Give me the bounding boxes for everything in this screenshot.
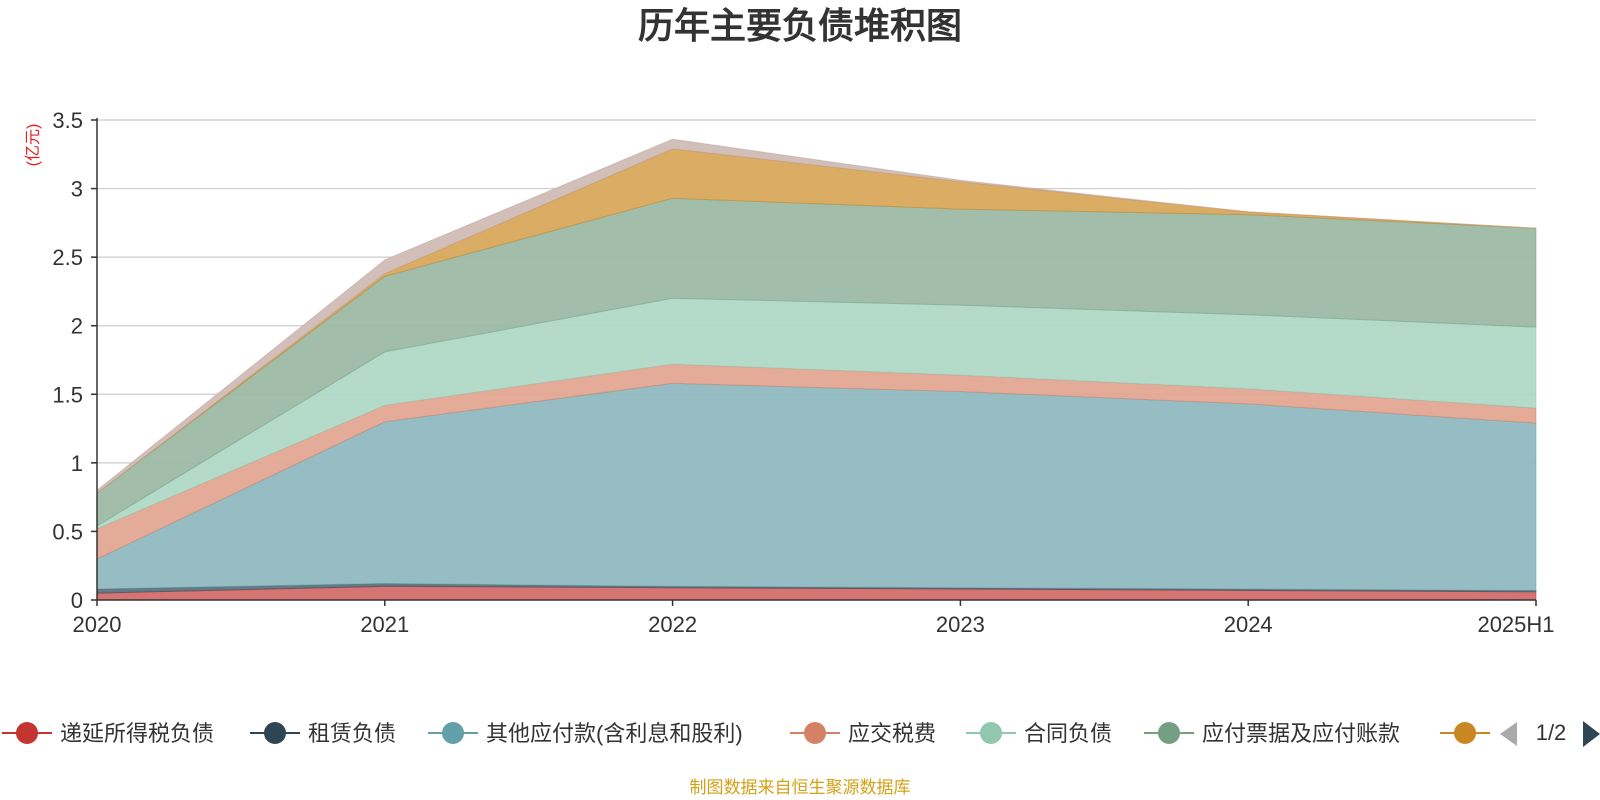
legend-page-indicator: 1/2 <box>1536 720 1567 745</box>
legend-marker <box>16 722 38 744</box>
x-tick-label: 2025H1 <box>1477 612 1554 637</box>
axes: 0 0.5 1 1.5 2 2.5 3 3.5 2020 2021 2022 2023 2024 2025… <box>52 108 1554 637</box>
data-source-note: 制图数据来自恒生聚源数据库 <box>690 778 911 797</box>
y-tick-label: 1.5 <box>52 382 83 407</box>
y-tick-label: 0.5 <box>52 519 83 544</box>
legend-item[interactable] <box>1440 722 1490 744</box>
legend-marker <box>980 722 1002 744</box>
y-tick-label: 2.5 <box>52 245 83 270</box>
legend-pager: 1/2 <box>1500 720 1600 747</box>
y-tick-label: 1 <box>71 451 83 476</box>
legend-marker <box>1454 722 1476 744</box>
x-tick-label: 2020 <box>73 612 122 637</box>
y-tick-label: 3.5 <box>52 108 83 133</box>
legend: 递延所得税负债 租赁负债 其他应付款(含利息和股利) 应交税费 合同负债 应付票据及应付账… <box>2 721 1490 746</box>
legend-marker <box>442 722 464 744</box>
legend-label: 租赁负债 <box>308 721 396 746</box>
legend-prev-icon[interactable] <box>1500 722 1517 746</box>
y-tick-label: 2 <box>71 314 83 339</box>
legend-label: 应交税费 <box>848 721 936 746</box>
y-axis-unit: (亿元) <box>24 124 42 167</box>
legend-label: 应付票据及应付账款 <box>1202 721 1400 746</box>
legend-item[interactable]: 应付票据及应付账款 <box>1144 721 1400 746</box>
y-tick-label: 3 <box>71 177 83 202</box>
stacked-areas <box>96 138 1537 601</box>
area-series-7[interactable] <box>96 138 1537 495</box>
legend-label: 其他应付款(含利息和股利) <box>486 721 743 746</box>
chart-title: 历年主要负债堆积图 <box>638 5 962 46</box>
legend-item[interactable]: 租赁负债 <box>250 721 396 746</box>
x-tick-label: 2023 <box>936 612 985 637</box>
legend-label: 递延所得税负债 <box>60 721 214 746</box>
legend-item[interactable]: 合同负债 <box>966 721 1112 746</box>
x-tick-label: 2021 <box>360 612 409 637</box>
legend-marker <box>264 722 286 744</box>
legend-label: 合同负债 <box>1024 721 1112 746</box>
y-tick-label: 0 <box>71 588 83 613</box>
legend-next-icon[interactable] <box>1583 721 1600 747</box>
legend-marker <box>1158 722 1180 744</box>
legend-item[interactable]: 其他应付款(含利息和股利) <box>428 721 743 746</box>
x-tick-label: 2024 <box>1224 612 1273 637</box>
x-tick-label: 2022 <box>648 612 697 637</box>
legend-item[interactable]: 递延所得税负债 <box>2 721 214 746</box>
legend-marker <box>804 722 826 744</box>
legend-item[interactable]: 应交税费 <box>790 721 936 746</box>
